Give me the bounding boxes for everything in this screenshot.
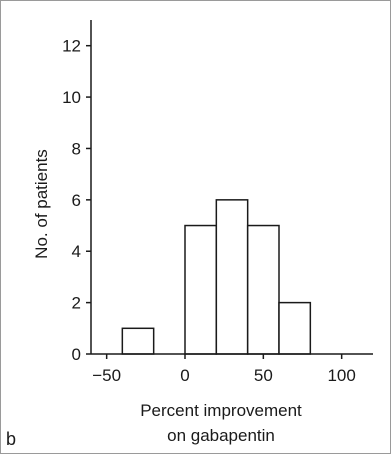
histogram-bar-0 <box>121 327 155 355</box>
x-axis-title-line-1: Percent improvement <box>140 401 302 420</box>
labels-group: 0 2 4 6 8 10 12 −50 0 50 100 <box>62 37 356 385</box>
y-tick-label: 12 <box>62 37 81 56</box>
panel-label: b <box>6 429 16 449</box>
histogram-bar-4 <box>278 301 312 355</box>
x-tick-label: 0 <box>180 366 189 385</box>
bars-group <box>121 199 312 355</box>
y-tick-label: 4 <box>72 242 81 261</box>
y-axis-title: No. of patients <box>32 149 51 259</box>
histogram-bar-3 <box>246 224 280 355</box>
y-tick-label: 2 <box>72 294 81 313</box>
y-tick-label: 0 <box>72 345 81 364</box>
x-tick-label: 100 <box>327 366 355 385</box>
y-tick-label: 8 <box>72 139 81 158</box>
histogram-bar-2 <box>215 199 249 355</box>
axes-group <box>86 20 373 359</box>
histogram-bar-1 <box>184 224 218 355</box>
y-tick-label: 6 <box>72 191 81 210</box>
x-tick-label: 50 <box>254 366 273 385</box>
x-axis-title-line-2: on gabapentin <box>167 426 275 445</box>
x-tick-label: −50 <box>92 366 121 385</box>
y-tick-label: 10 <box>62 88 81 107</box>
